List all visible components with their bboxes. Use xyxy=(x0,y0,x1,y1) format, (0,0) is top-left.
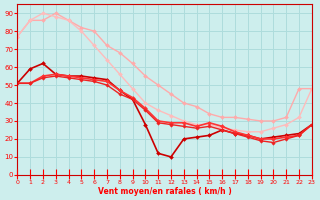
X-axis label: Vent moyen/en rafales ( km/h ): Vent moyen/en rafales ( km/h ) xyxy=(98,187,231,196)
